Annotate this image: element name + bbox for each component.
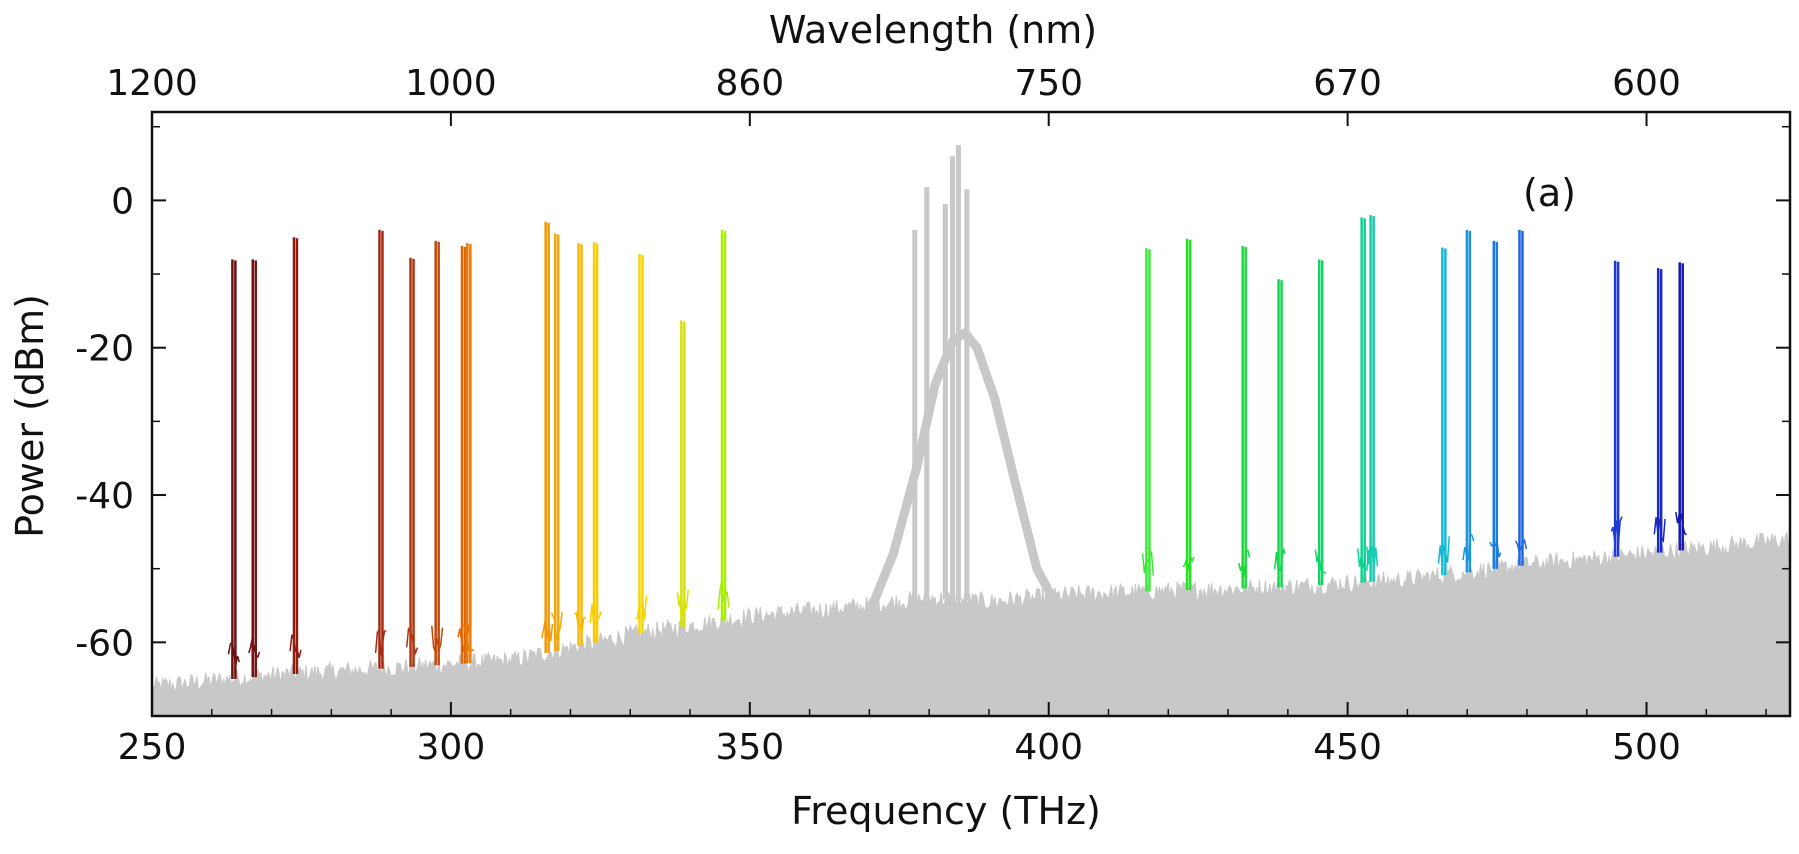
comb-peak-skirt-2: [289, 634, 302, 658]
x-tick-label-3: 400: [1014, 727, 1083, 768]
x-tick-label-1: 300: [417, 727, 486, 768]
comb-peak-skirt-3: [374, 628, 387, 656]
y-tick-label-3: -60: [75, 623, 134, 664]
top-tick-label-3: 750: [1014, 63, 1083, 104]
comb-peak-skirt-9: [550, 611, 563, 640]
comb-peak-skirt-8: [541, 619, 554, 642]
comb-peak-skirt-27: [1653, 517, 1666, 544]
comb-peak-14: [717, 229, 730, 621]
comb-peak-skirt-12: [635, 595, 648, 621]
comb-peak-3: [374, 229, 387, 669]
y-tick-label-2: -40: [75, 476, 134, 517]
plot-frame: [150, 110, 1792, 718]
comb-peak-26: [1610, 260, 1623, 557]
x-tick-label-2: 350: [715, 727, 784, 768]
comb-peak-2: [289, 237, 302, 675]
comb-peak-18: [1273, 279, 1287, 588]
axes: 250 300 350 400 450 500 1200 1000 860 750 670 600 0 -…: [75, 63, 1790, 768]
comb-peak-0: [227, 259, 241, 679]
comb-peak-skirt-25: [1514, 538, 1528, 553]
x-axis-title: Frequency (THz): [791, 789, 1101, 833]
comb-peak-8: [541, 221, 554, 653]
x-tick-label-0: 250: [118, 727, 187, 768]
comb-peak-16: [1182, 238, 1195, 591]
comb-peak-skirt-17: [1238, 548, 1251, 577]
top-tick-label-0: 1200: [106, 63, 198, 104]
plot-area: [152, 145, 1790, 716]
comb-peak-13: [676, 320, 689, 627]
comb-peak-skirt-5: [431, 625, 444, 655]
comb-peak-skirt-13: [676, 589, 689, 616]
top-axis-title: Wavelength (nm): [769, 8, 1097, 52]
comb-peak-skirt-15: [1141, 549, 1155, 576]
comb-peak-skirt-1: [248, 637, 261, 659]
comb-peak-23: [1462, 229, 1475, 573]
comb-peak-skirt-24: [1489, 538, 1502, 558]
comb-peak-skirt-18: [1273, 546, 1287, 573]
panel-label: (a): [1523, 171, 1576, 215]
comb-peak-20: [1357, 217, 1370, 583]
comb-peak-skirt-14: [717, 580, 730, 610]
y-axis-title: Power (dBm): [8, 294, 52, 538]
y-tick-label-0: 0: [111, 181, 134, 222]
top-tick-label-1: 1000: [405, 63, 497, 104]
comb-peak-skirt-23: [1462, 531, 1475, 561]
comb-peak-7: [462, 243, 475, 664]
comb-peak-skirt-10: [574, 610, 586, 634]
comb-peak-5: [431, 240, 444, 666]
comb-peak-skirt-20: [1357, 548, 1370, 572]
comb-peak-skirt-21: [1366, 541, 1379, 570]
comb-peak-19: [1314, 259, 1327, 586]
comb-peak-10: [574, 243, 586, 646]
comb-peak-11: [589, 242, 602, 643]
top-tick-label-2: 860: [715, 63, 784, 104]
y-tick-label-1: -20: [75, 329, 134, 370]
comb-peak-4: [405, 257, 419, 667]
comb-peak-skirt-16: [1182, 553, 1195, 571]
comb-peak-21: [1366, 215, 1379, 582]
x-tick-label-5: 500: [1612, 727, 1681, 768]
noise-floor-area: [152, 530, 1790, 716]
x-tick-label-4: 450: [1313, 727, 1382, 768]
comb-peak-22: [1437, 247, 1450, 576]
comb-peak-28: [1675, 262, 1687, 551]
top-tick-label-5: 600: [1612, 63, 1681, 104]
comb-peak-skirt-19: [1314, 549, 1327, 574]
comb-peak-skirt-7: [462, 624, 475, 652]
comb-peak-1: [248, 259, 261, 678]
comb-peak-12: [635, 254, 648, 634]
comb-peak-25: [1514, 229, 1528, 566]
comb-peak-27: [1653, 268, 1666, 553]
top-tick-label-4: 670: [1313, 63, 1382, 104]
comb-peak-skirt-22: [1437, 536, 1450, 564]
comb-peak-17: [1238, 246, 1251, 589]
comb-peak-24: [1489, 240, 1502, 569]
comb-peak-skirt-28: [1675, 511, 1687, 536]
comb-peak-skirt-11: [589, 604, 602, 629]
comb-peak-skirt-0: [227, 640, 241, 666]
comb-peak-skirt-4: [405, 626, 419, 656]
comb-peak-15: [1141, 248, 1155, 592]
comb-peak-9: [550, 233, 563, 651]
comb-peak-skirt-26: [1610, 516, 1623, 545]
